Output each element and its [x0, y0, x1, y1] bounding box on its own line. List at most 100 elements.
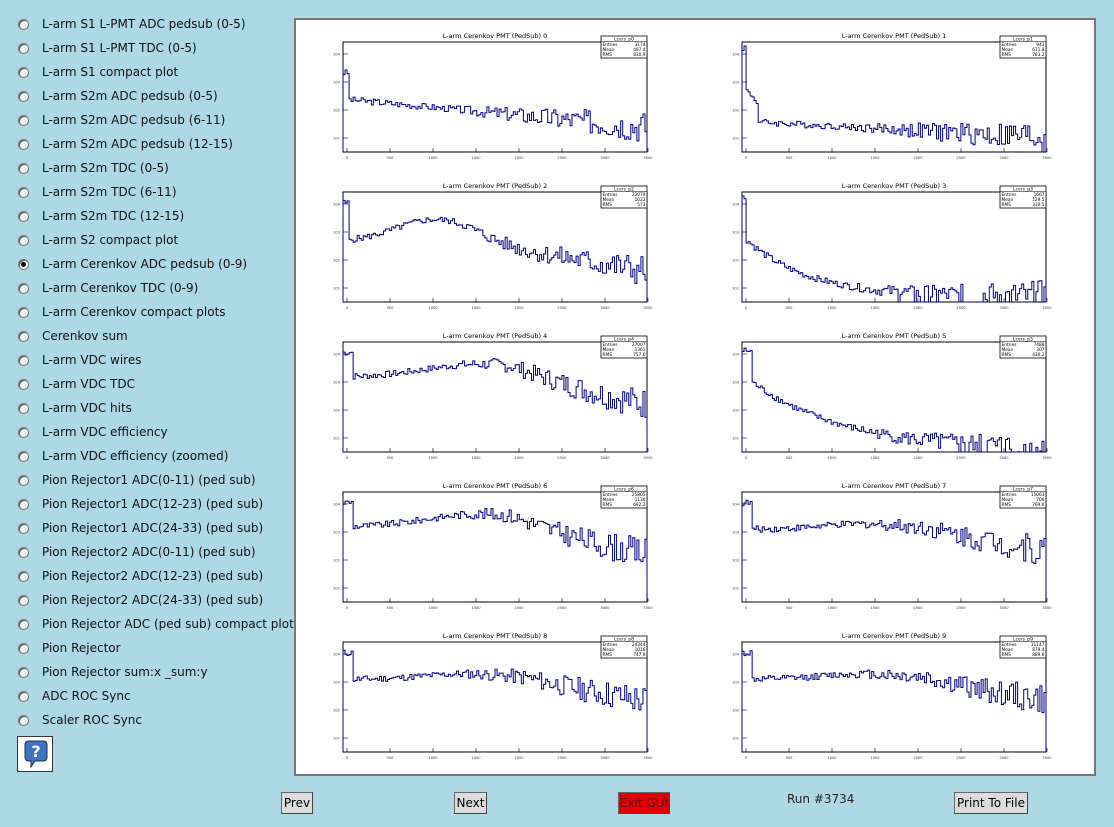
radio-unselected-icon[interactable]: [18, 306, 29, 318]
radio-unselected-icon[interactable]: [18, 186, 29, 198]
x-tick-label: 1500: [471, 456, 481, 460]
radio-unselected-icon[interactable]: [18, 522, 29, 534]
plot-option-10[interactable]: L-arm Cerenkov ADC pedsub (0-9): [14, 252, 290, 276]
x-tick-label: 0: [745, 306, 748, 310]
y-tick-label: 102: [333, 709, 340, 713]
y-tick-label: 104: [333, 203, 341, 207]
plot-option-26[interactable]: Pion Rejector: [14, 636, 290, 660]
x-tick-label: 0: [346, 606, 349, 610]
x-tick-label: 500: [786, 606, 794, 610]
plot-option-5[interactable]: L-arm S2m ADC pedsub (12-15): [14, 132, 290, 156]
radio-unselected-icon[interactable]: [18, 690, 29, 702]
stats-key: Entries: [1002, 192, 1018, 198]
plot-option-7[interactable]: L-arm S2m TDC (6-11): [14, 180, 290, 204]
plot-option-13[interactable]: Cerenkov sum: [14, 324, 290, 348]
stats-key: Entries: [1002, 492, 1018, 498]
radio-unselected-icon[interactable]: [18, 90, 29, 102]
plot-option-0[interactable]: L-arm S1 L-PMT ADC pedsub (0-5): [14, 12, 290, 36]
plot-option-24[interactable]: Pion Rejector2 ADC(24-33) (ped sub): [14, 588, 290, 612]
print-to-file-button[interactable]: Print To File: [954, 792, 1028, 814]
radio-unselected-icon[interactable]: [18, 378, 29, 390]
plot-option-4[interactable]: L-arm S2m ADC pedsub (6-11): [14, 108, 290, 132]
x-tick-label: 500: [387, 456, 395, 460]
histogram-title: L-arm Cerenkov PMT (PedSub) 4: [443, 332, 547, 340]
plot-option-label: L-arm S2m ADC pedsub (12-15): [42, 137, 233, 151]
stats-name: Lcers_p6: [614, 487, 634, 493]
stats-value: 573: [637, 202, 645, 208]
help-button[interactable]: ?: [17, 736, 53, 772]
plot-option-28[interactable]: ADC ROC Sync: [14, 684, 290, 708]
stats-value: 497.4: [633, 47, 646, 53]
radio-unselected-icon[interactable]: [18, 426, 29, 438]
x-tick-label: 2500: [956, 156, 966, 160]
plot-option-18[interactable]: L-arm VDC efficiency (zoomed): [14, 444, 290, 468]
plot-option-3[interactable]: L-arm S2m ADC pedsub (0-5): [14, 84, 290, 108]
radio-unselected-icon[interactable]: [18, 666, 29, 678]
plot-option-29[interactable]: Scaler ROC Sync: [14, 708, 290, 732]
radio-unselected-icon[interactable]: [18, 546, 29, 558]
radio-unselected-icon[interactable]: [18, 114, 29, 126]
x-tick-label: 1000: [428, 606, 438, 610]
histogram-panel-5: L-arm Cerenkov PMT (PedSub) 5 Lcers_p5Ent…: [732, 332, 1052, 460]
exit-gui-button[interactable]: Exit GUI: [618, 792, 670, 814]
x-tick-label: 1000: [428, 306, 438, 310]
plot-option-11[interactable]: L-arm Cerenkov TDC (0-9): [14, 276, 290, 300]
radio-unselected-icon[interactable]: [18, 642, 29, 654]
plot-option-14[interactable]: L-arm VDC wires: [14, 348, 290, 372]
plot-option-22[interactable]: Pion Rejector2 ADC(0-11) (ped sub): [14, 540, 290, 564]
plot-option-19[interactable]: Pion Rejector1 ADC(0-11) (ped sub): [14, 468, 290, 492]
plot-option-label: L-arm VDC hits: [42, 401, 132, 415]
x-tick-label: 500: [387, 306, 395, 310]
plot-option-23[interactable]: Pion Rejector2 ADC(12-23) (ped sub): [14, 564, 290, 588]
radio-unselected-icon[interactable]: [18, 594, 29, 606]
stats-value: 430.2: [1032, 352, 1045, 358]
radio-unselected-icon[interactable]: [18, 474, 29, 486]
stats-value: 757.6: [633, 352, 646, 358]
plot-option-9[interactable]: L-arm S2 compact plot: [14, 228, 290, 252]
radio-unselected-icon[interactable]: [18, 210, 29, 222]
plot-option-1[interactable]: L-arm S1 L-PMT TDC (0-5): [14, 36, 290, 60]
plot-option-25[interactable]: Pion Rejector ADC (ped sub) compact plot: [14, 612, 294, 636]
plot-frame: [741, 491, 1047, 603]
radio-selected-icon[interactable]: [18, 258, 29, 270]
plot-option-12[interactable]: L-arm Cerenkov compact plots: [14, 300, 290, 324]
plot-selector-list: L-arm S1 L-PMT ADC pedsub (0-5) L-arm S1 …: [14, 12, 294, 732]
plot-option-20[interactable]: Pion Rejector1 ADC(12-23) (ped sub): [14, 492, 290, 516]
radio-unselected-icon[interactable]: [18, 402, 29, 414]
plot-option-6[interactable]: L-arm S2m TDC (0-5): [14, 156, 290, 180]
y-tick-label: 104: [732, 503, 740, 507]
prev-button[interactable]: Prev: [281, 792, 313, 814]
x-tick-label: 1500: [870, 756, 880, 760]
plot-option-8[interactable]: L-arm S2m TDC (12-15): [14, 204, 290, 228]
radio-unselected-icon[interactable]: [18, 498, 29, 510]
radio-unselected-icon[interactable]: [18, 42, 29, 54]
plot-option-16[interactable]: L-arm VDC hits: [14, 396, 290, 420]
plot-option-label: L-arm S1 L-PMT TDC (0-5): [42, 41, 197, 55]
radio-unselected-icon[interactable]: [18, 570, 29, 582]
stats-name: Lcers_p7: [1013, 487, 1033, 493]
y-tick-label: 103: [333, 531, 340, 535]
plot-option-label: L-arm S2m TDC (0-5): [42, 161, 169, 175]
x-tick-label: 3500: [1042, 306, 1052, 310]
radio-unselected-icon[interactable]: [18, 714, 29, 726]
radio-unselected-icon[interactable]: [18, 18, 29, 30]
next-button[interactable]: Next: [454, 792, 487, 814]
y-tick-label: 103: [732, 231, 739, 235]
x-tick-label: 3500: [1042, 756, 1052, 760]
radio-unselected-icon[interactable]: [18, 330, 29, 342]
plot-option-27[interactable]: Pion Rejector sum:x _sum:y: [14, 660, 290, 684]
radio-unselected-icon[interactable]: [18, 162, 29, 174]
plot-option-15[interactable]: L-arm VDC TDC: [14, 372, 290, 396]
plot-option-17[interactable]: L-arm VDC efficiency: [14, 420, 290, 444]
radio-unselected-icon[interactable]: [18, 450, 29, 462]
plot-option-21[interactable]: Pion Rejector1 ADC(24-33) (ped sub): [14, 516, 290, 540]
radio-unselected-icon[interactable]: [18, 138, 29, 150]
radio-unselected-icon[interactable]: [18, 234, 29, 246]
radio-unselected-icon[interactable]: [18, 66, 29, 78]
radio-unselected-icon[interactable]: [18, 354, 29, 366]
plot-option-2[interactable]: L-arm S1 compact plot: [14, 60, 290, 84]
plot-option-label: Pion Rejector sum:x _sum:y: [42, 665, 208, 679]
radio-unselected-icon[interactable]: [18, 282, 29, 294]
histogram-line: [342, 649, 648, 752]
radio-unselected-icon[interactable]: [18, 618, 29, 630]
